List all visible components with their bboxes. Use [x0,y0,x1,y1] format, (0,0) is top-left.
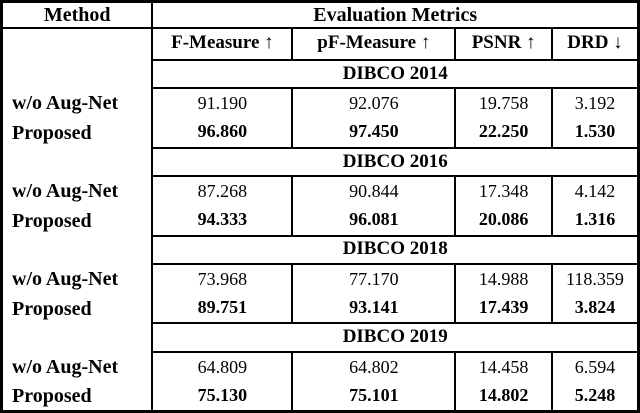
cell-drd: 6.594 [550,352,639,382]
method-label: Proposed [1,118,154,148]
metric-header-row: F-Measure ↑ pF-Measure ↑ PSNR ↑ DRD ↓ [1,28,639,61]
column-header-psnr: PSNR ↑ [454,28,552,61]
cell-f-measure: 91.190 [197,92,248,113]
dataset-label: DIBCO 2014 [152,59,639,90]
cell-drd: 1.530 [550,118,639,149]
cell-f-measure: 73.968 [197,268,248,289]
dataset-band-row-dibco-2019: DIBCO 2019 [1,323,639,354]
cell-pf-measure: 97.450 [291,118,456,149]
cell-psnr: 17.439 [454,293,552,325]
dataset-label: DIBCO 2016 [152,147,639,178]
cell-pf-measure: 77.170 [291,264,456,294]
cell-pf-measure: 90.844 [291,176,456,206]
cell-f-measure: 75.130 [152,381,293,413]
cell-pf-measure: 64.802 [291,352,456,382]
method-label: Proposed [1,205,154,236]
dataset-band-row-dibco-2018: DIBCO 2018 [1,235,639,266]
table-row-proposed-2014: Proposed 96.860 97.450 22.250 1.530 [1,118,639,149]
method-label: w/o Aug-Net [1,88,154,119]
cell-psnr: 17.348 [454,176,552,206]
cell-psnr: 14.802 [454,381,552,413]
dataset-label: DIBCO 2018 [152,235,639,266]
cell-psnr: 20.086 [454,205,552,237]
method-column-spacer [1,235,154,265]
table-row-wo-augnet-2018: w/o Aug-Net 73.968 77.170 14.988 118.359 [1,264,639,294]
cell-f-measure: 96.860 [152,118,293,149]
table-row-wo-augnet-2019: w/o Aug-Net 64.809 64.802 14.458 6.594 [1,352,639,382]
cell-psnr: 14.988 [454,264,552,294]
cell-psnr: 22.250 [454,118,552,149]
method-column-header: Method [1,1,154,30]
cell-pf-measure: 92.076 [291,88,456,119]
table-row-proposed-2016: Proposed 94.333 96.081 20.086 1.316 [1,205,639,237]
cell-f-measure: 64.809 [197,356,248,377]
cell-drd: 4.142 [550,176,639,206]
table-row-wo-augnet-2016: w/o Aug-Net 87.268 90.844 17.348 4.142 [1,176,639,206]
cell-pf-measure: 75.101 [291,381,456,413]
method-label: w/o Aug-Net [1,176,154,206]
cell-drd: 118.359 [550,264,639,294]
table-row-proposed-2018: Proposed 89.751 93.141 17.439 3.824 [1,293,639,325]
evaluation-metrics-header: Evaluation Metrics [152,1,639,30]
cell-drd: 5.248 [550,381,639,413]
method-label: w/o Aug-Net [1,264,154,294]
dataset-band-row-dibco-2014: DIBCO 2014 [1,59,639,90]
cell-drd: 3.192 [550,88,639,119]
method-column-spacer [1,323,154,353]
cell-psnr: 19.758 [454,88,552,119]
dataset-band-row-dibco-2016: DIBCO 2016 [1,147,639,178]
method-column-spacer [1,147,154,177]
dataset-label: DIBCO 2019 [152,323,639,354]
method-column-spacer [1,28,154,60]
cell-f-measure: 87.268 [197,180,248,201]
cell-pf-measure: 93.141 [291,293,456,325]
method-label: w/o Aug-Net [1,352,154,382]
header-row: Method Evaluation Metrics [1,1,639,30]
table-row-proposed-2019: Proposed 75.130 75.101 14.802 5.248 [1,381,639,413]
column-header-drd: DRD ↓ [550,28,639,61]
method-label: Proposed [1,381,154,412]
column-header-pf-measure: pF-Measure ↑ [291,28,456,61]
column-header-f-measure: F-Measure ↑ [152,28,293,61]
cell-drd: 3.824 [550,293,639,325]
cell-drd: 1.316 [550,205,639,237]
cell-psnr: 14.458 [454,352,552,382]
table-row-wo-augnet-2014: w/o Aug-Net 91.190 92.076 19.758 3.192 [1,88,639,119]
method-column-spacer [1,59,154,89]
method-label: Proposed [1,293,154,324]
cell-f-measure: 89.751 [152,293,293,325]
cell-pf-measure: 96.081 [291,205,456,237]
cell-f-measure: 94.333 [152,205,293,237]
